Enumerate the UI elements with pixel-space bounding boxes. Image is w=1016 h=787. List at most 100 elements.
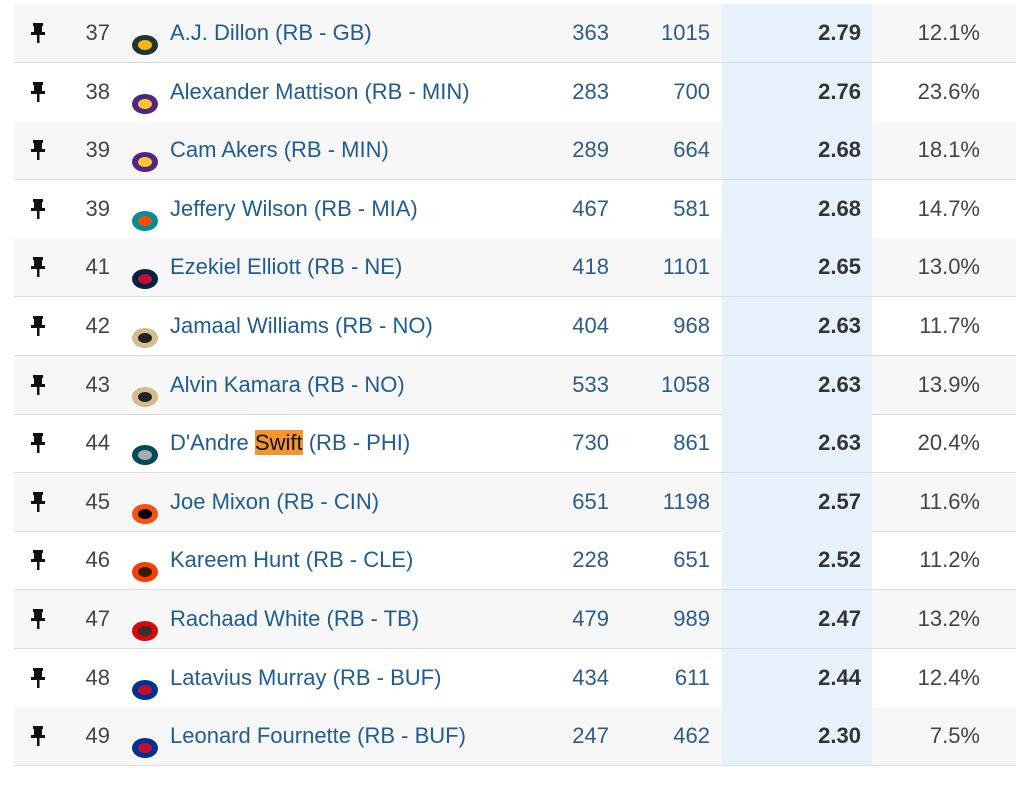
stat-c1: 228 (572, 547, 609, 573)
rank: 47 (85, 606, 110, 631)
table-row: 42 Jamaal Williams (RB - NO) 404 968 2.63 11.… (14, 297, 1016, 356)
stat-c4: 23.6% (917, 78, 980, 104)
player-link[interactable]: Kareem Hunt (RB - CLE) (170, 531, 413, 589)
pin-button[interactable] (28, 590, 48, 648)
highlight-column (722, 121, 872, 180)
player-link[interactable]: A.J. Dillon (RB - GB) (170, 4, 372, 62)
highlight-column (722, 590, 872, 648)
team-logo (130, 21, 160, 55)
table-row: 43 Alvin Kamara (RB - NO) 533 1058 2.63 13.9% (14, 355, 1016, 415)
stat-c2: 1101 (662, 254, 710, 280)
player-name: Alvin Kamara (170, 371, 301, 397)
stat-c1: 467 (572, 195, 609, 221)
rank: 41 (85, 254, 110, 280)
highlight-column (722, 414, 872, 473)
player-name: D'Andre (170, 430, 249, 456)
stat-c1: 651 (572, 488, 609, 514)
team-logo (130, 548, 160, 583)
stat-c4: 13.2% (917, 606, 980, 631)
player-name: Jamaal Williams (170, 313, 329, 338)
rank: 42 (85, 313, 110, 338)
highlight-column (722, 648, 872, 707)
stat-c2: 611 (674, 664, 710, 690)
stat-c3: 2.63 (818, 313, 861, 338)
pin-button[interactable] (28, 180, 48, 238)
team-logo (130, 138, 160, 173)
player-name: Cam Akers (170, 137, 278, 163)
player-link[interactable]: Ezekiel Elliott (RB - NE) (170, 238, 402, 296)
team-logo (130, 373, 160, 407)
player-link[interactable]: Rachaad White (RB - TB) (170, 590, 419, 648)
player-team: (RB - MIN) (283, 137, 389, 163)
pin-button[interactable] (28, 238, 48, 296)
stat-c2: 664 (673, 137, 710, 163)
pin-button[interactable] (28, 707, 48, 765)
player-team: (RB - CLE) (305, 547, 414, 573)
highlight-column (722, 238, 872, 297)
highlight-column (722, 472, 872, 531)
pin-button[interactable] (28, 121, 48, 179)
player-link[interactable]: Jeffery Wilson (RB - MIA) (170, 180, 418, 238)
stat-c3: 2.44 (818, 664, 861, 690)
rank: 37 (85, 20, 110, 45)
highlight-column (722, 4, 872, 62)
stat-c2: 1058 (661, 371, 710, 397)
team-logo (130, 80, 160, 114)
highlight-column (722, 179, 872, 238)
player-name: Alexander Mattison (170, 78, 359, 104)
rank: 39 (85, 137, 110, 163)
team-logo (130, 197, 160, 231)
pin-button[interactable] (28, 356, 48, 414)
stat-c3: 2.47 (818, 606, 861, 631)
pin-button[interactable] (28, 63, 48, 121)
player-name: Jeffery Wilson (170, 195, 308, 221)
pin-button[interactable] (28, 473, 48, 531)
highlight-column (722, 297, 872, 355)
table-row: 48 Latavius Murray (RB - BUF) 434 611 2.44 12… (14, 648, 1016, 708)
player-link[interactable]: Joe Mixon (RB - CIN) (170, 473, 379, 531)
stat-c4: 14.7% (917, 195, 980, 221)
stat-c4: 12.1% (917, 20, 980, 45)
rank: 46 (85, 547, 110, 573)
stat-c2: 861 (673, 430, 710, 456)
player-link[interactable]: Jamaal Williams (RB - NO) (170, 297, 433, 355)
pin-button[interactable] (28, 649, 48, 707)
stat-c1: 404 (572, 313, 609, 338)
table-row: 49 Leonard Fournette (RB - BUF) 247 462 2.30… (14, 707, 1016, 767)
stat-c1: 533 (572, 371, 609, 397)
stat-c4: 13.9% (917, 371, 980, 397)
player-link[interactable]: Leonard Fournette (RB - BUF) (170, 707, 466, 765)
table-row: 47 Rachaad White (RB - TB) 479 989 2.47 13.2% (14, 590, 1016, 649)
player-link[interactable]: D'Andre Swift (RB - PHI) (170, 414, 410, 472)
player-team: (RB - MIA) (313, 195, 418, 221)
pin-button[interactable] (28, 297, 48, 355)
team-logo (130, 314, 160, 348)
stat-c3: 2.57 (818, 488, 861, 514)
rank: 43 (85, 371, 110, 397)
player-name: Rachaad White (170, 606, 321, 631)
player-link[interactable]: Latavius Murray (RB - BUF) (170, 649, 441, 707)
search-highlight: Swift (254, 430, 303, 456)
team-logo (130, 431, 160, 466)
player-name: Latavius Murray (170, 664, 327, 690)
stat-c4: 11.7% (919, 313, 980, 338)
player-team: (RB - BUF) (357, 723, 466, 749)
player-team: (RB - NO) (335, 313, 433, 338)
player-link[interactable]: Alvin Kamara (RB - NO) (170, 356, 405, 414)
table-row: 37 A.J. Dillon (RB - GB) 363 1015 2.79 12.1% (14, 4, 1016, 63)
stat-c2: 581 (673, 195, 710, 221)
player-link[interactable]: Alexander Mattison (RB - MIN) (170, 63, 470, 121)
pin-button[interactable] (28, 4, 48, 62)
stat-c3: 2.68 (818, 195, 861, 221)
player-team: (RB - PHI) (308, 430, 411, 456)
player-name: A.J. Dillon (170, 20, 270, 45)
stat-c4: 13.0% (917, 254, 980, 280)
player-name: Joe Mixon (170, 488, 271, 514)
stat-c2: 968 (673, 313, 710, 338)
player-team: (RB - NO) (306, 371, 405, 397)
player-link[interactable]: Cam Akers (RB - MIN) (170, 121, 389, 179)
pin-button[interactable] (28, 414, 48, 472)
stat-c3: 2.30 (818, 723, 861, 749)
pin-button[interactable] (28, 531, 48, 589)
